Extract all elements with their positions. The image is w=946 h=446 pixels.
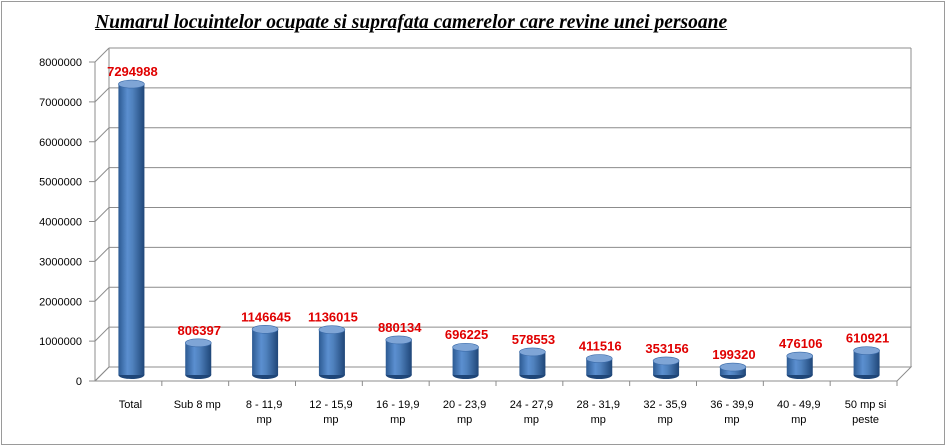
x-tick-label: Sub 8 mp — [174, 399, 221, 411]
data-label: 7294988 — [107, 64, 158, 79]
data-label: 578553 — [512, 332, 555, 347]
x-tick-label: 12 - 15,9 mp — [309, 399, 352, 426]
y-tick-label: 0 — [76, 376, 82, 388]
chart-title: Numarul locuintelor ocupate si suprafata… — [95, 12, 728, 33]
bar — [786, 351, 814, 379]
x-tick-label: 40 - 49,9 mp — [777, 399, 820, 426]
grid-layer — [94, 47, 911, 382]
data-label: 610921 — [846, 331, 889, 346]
data-label: 353156 — [645, 341, 688, 356]
bar — [452, 342, 479, 379]
x-tick-label: 8 - 11,9 mp — [246, 399, 283, 426]
gridline-side — [94, 167, 110, 182]
bar — [318, 325, 346, 379]
data-label: 476106 — [779, 336, 822, 351]
x-tick-label: 16 - 19,9 mp — [376, 399, 419, 426]
gridline-side — [94, 207, 110, 222]
y-tick-label: 8000000 — [39, 57, 82, 69]
gridline-side — [94, 247, 110, 262]
y-tick-label: 2000000 — [39, 296, 82, 308]
y-tick-label: 7000000 — [39, 97, 82, 109]
data-label: 1146645 — [241, 309, 291, 324]
bar-layer — [118, 79, 880, 379]
axis-layer: 0 1000000 2000000 3000000 4000000 5000000 6000… — [39, 48, 913, 426]
x-tick-label: 50 mp si peste — [845, 399, 887, 426]
x-tick-label: Total — [119, 399, 142, 411]
y-tick-label: 4000000 — [39, 217, 82, 229]
bar — [184, 338, 212, 379]
gridline-side — [94, 326, 110, 342]
gridline-side — [94, 47, 110, 63]
x-tick-label: 20 - 23,9 mp — [443, 399, 486, 426]
bar — [251, 324, 279, 379]
y-tick-label: 6000000 — [39, 137, 82, 149]
bar — [853, 346, 880, 379]
bar — [385, 335, 413, 379]
data-label: 199320 — [712, 347, 755, 362]
y-tick-label: 5000000 — [39, 177, 82, 189]
y-tick-label: 1000000 — [39, 336, 82, 348]
bar — [652, 356, 680, 379]
data-label: 696225 — [445, 327, 488, 342]
x-tick-label: 32 - 35,9 mp — [643, 399, 686, 426]
gridline-side — [94, 87, 110, 103]
data-label: 1136015 — [308, 310, 358, 325]
gridline-side — [94, 286, 110, 302]
gridline-side — [94, 127, 110, 143]
y-tick-label: 3000000 — [39, 256, 82, 268]
x-tick-label: 28 - 31,9 mp — [577, 399, 620, 426]
data-label: 880134 — [378, 320, 422, 335]
bar — [585, 354, 613, 379]
x-tick-label: 36 - 39,9 mp — [710, 399, 753, 426]
x-tick-label: 24 - 27,9 mp — [510, 399, 553, 426]
data-label: 411516 — [579, 339, 622, 354]
bar — [118, 79, 145, 379]
label-layer: 7294988 806397 1146645 1136015 880134 696225 5… — [107, 64, 889, 362]
bar — [719, 362, 747, 379]
bar — [519, 347, 546, 379]
data-label: 806397 — [178, 323, 221, 338]
